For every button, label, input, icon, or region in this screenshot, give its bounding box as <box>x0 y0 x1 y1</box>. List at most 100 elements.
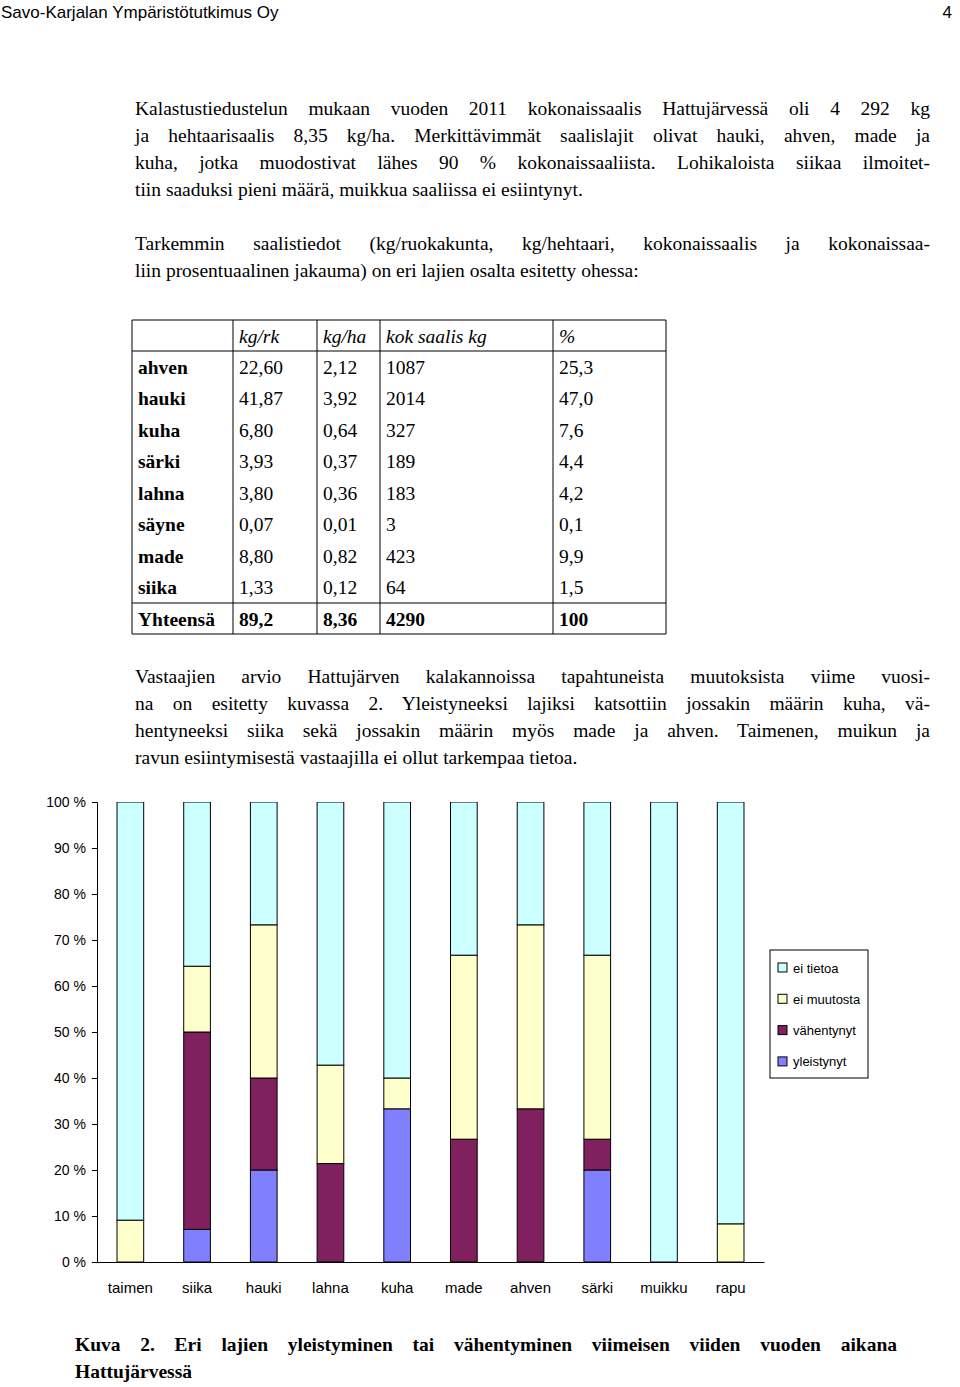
table-cell: 6,80 <box>239 420 273 441</box>
bar <box>651 802 678 1262</box>
tick: rapu <box>716 1262 746 1296</box>
bar <box>584 1170 611 1262</box>
table-cell: 0,37 <box>323 451 357 472</box>
tick: muikku <box>640 1262 688 1296</box>
header-left: Savo-Karjalan Ympäristötutkimus Oy <box>1 3 279 22</box>
table-cell: 2014 <box>386 388 425 409</box>
text-line: tiin saaduksi pieni määrä, muikkua saali… <box>135 176 930 203</box>
table-rule <box>132 320 133 634</box>
bar <box>384 802 411 1078</box>
legend: ei tietoaei muutostavähentynytyleistynyt <box>770 950 868 1078</box>
tick: lahna <box>312 1262 349 1296</box>
table-cell: 3 <box>386 514 396 535</box>
table: kg/rkkg/hakok saalis kg%ahven22,602,1210… <box>132 320 666 634</box>
table-cell: kuha <box>138 420 181 441</box>
bar <box>384 1078 411 1109</box>
caption-line: Hattujärvessä <box>75 1358 897 1385</box>
table-cell: 0,36 <box>323 483 357 504</box>
text-line: liin prosentuaalinen jakauma) on eri laj… <box>135 257 930 284</box>
tick: 30 % <box>54 1116 97 1132</box>
table-cell: kg/ha <box>323 326 367 347</box>
tick-mark <box>92 894 97 895</box>
table-cell: 25,3 <box>559 357 593 378</box>
table-cell: 189 <box>386 451 415 472</box>
bar <box>117 1220 144 1262</box>
table-cell: 8,36 <box>323 609 357 630</box>
table-cell: 41,87 <box>239 388 283 409</box>
text-line: hentyneeksi siika sekä jossakin määrin m… <box>135 717 930 744</box>
table-cell: 100 <box>559 609 588 630</box>
tick: ahven <box>510 1262 551 1296</box>
bar <box>250 1170 277 1262</box>
bar <box>317 1065 344 1163</box>
table-cell: 0,82 <box>323 546 357 567</box>
table-cell: 2,12 <box>323 357 357 378</box>
bar <box>250 925 277 1078</box>
bar <box>584 802 611 955</box>
table-cell: made <box>138 546 184 567</box>
page-number: 4 <box>943 3 952 22</box>
tick-label: lahna <box>312 1279 349 1296</box>
tick: 70 % <box>54 932 97 948</box>
tick: 20 % <box>54 1162 97 1178</box>
table-cell: 0,12 <box>323 577 357 598</box>
legend-swatch <box>778 1026 787 1035</box>
table-cell: 3,80 <box>239 483 273 504</box>
table-cell: 3,92 <box>323 388 357 409</box>
table-cell: 3,93 <box>239 451 273 472</box>
bar <box>517 802 544 925</box>
tick: kuha <box>381 1262 414 1296</box>
text-line: Vastaajien arvio Hattujärven kalakannois… <box>135 663 930 690</box>
table-rule <box>132 634 666 635</box>
table-cell: ahven <box>138 357 188 378</box>
tick: 100 % <box>46 794 97 810</box>
table-cell: 22,60 <box>239 357 283 378</box>
y-axis: 0 %10 %20 %30 %40 %50 %60 %70 %80 %90 %1… <box>46 794 97 1270</box>
table-cell: 8,80 <box>239 546 273 567</box>
table-cell: 47,0 <box>559 388 593 409</box>
bar <box>250 1078 277 1170</box>
tick-mark <box>92 848 97 849</box>
legend-swatch <box>778 1057 787 1066</box>
table-cell: lahna <box>138 483 185 504</box>
tick-label: särki <box>581 1279 613 1296</box>
tick-label: made <box>445 1279 483 1296</box>
caption-line: Kuva 2. Eri lajien yleistyminen tai vähe… <box>75 1331 897 1358</box>
table-cell: siika <box>138 577 177 598</box>
table-rule <box>553 320 554 634</box>
bar <box>317 802 344 1065</box>
text-line: ravun esiintymisestä vastaajilla ei ollu… <box>135 744 930 771</box>
chart: 0 %10 %20 %30 %40 %50 %60 %70 %80 %90 %1… <box>46 794 868 1296</box>
table-cell: 64 <box>386 577 406 598</box>
table-rule <box>132 320 666 321</box>
tick-label: kuha <box>381 1279 414 1296</box>
bar <box>384 1109 411 1262</box>
table-cell: 423 <box>386 546 415 567</box>
tick: 50 % <box>54 1024 97 1040</box>
tick-mark <box>92 940 97 941</box>
legend-label: ei muutosta <box>793 992 861 1007</box>
tick: 40 % <box>54 1070 97 1086</box>
bar <box>317 1164 344 1262</box>
tick: 60 % <box>54 978 97 994</box>
table-cell: 0,64 <box>323 420 357 441</box>
bar <box>584 955 611 1139</box>
tick: taimen <box>108 1262 153 1296</box>
table-cell: 0,01 <box>323 514 357 535</box>
table-cell: 327 <box>386 420 416 441</box>
tick-mark <box>92 1078 97 1079</box>
tick-mark <box>92 1262 97 1263</box>
legend-label: yleistynyt <box>793 1054 847 1069</box>
table-cell: 9,9 <box>559 546 583 567</box>
tick-mark <box>92 1170 97 1171</box>
tick-label: 30 % <box>54 1116 86 1132</box>
table-cell: 0,1 <box>559 514 583 535</box>
tick-label: 80 % <box>54 886 86 902</box>
text-line: na on esitetty kuvassa 2. Yleistyneeksi … <box>135 690 930 717</box>
page: Kalastustiedustelun mukaan vuoden 2011 k… <box>0 0 960 1387</box>
bar <box>717 1224 744 1262</box>
table-cell: kg/rk <box>239 326 279 347</box>
legend-swatch <box>778 994 787 1003</box>
text-line: Tarkemmin saalistiedot (kg/ruokakunta, k… <box>135 230 930 257</box>
bar <box>451 1139 478 1262</box>
